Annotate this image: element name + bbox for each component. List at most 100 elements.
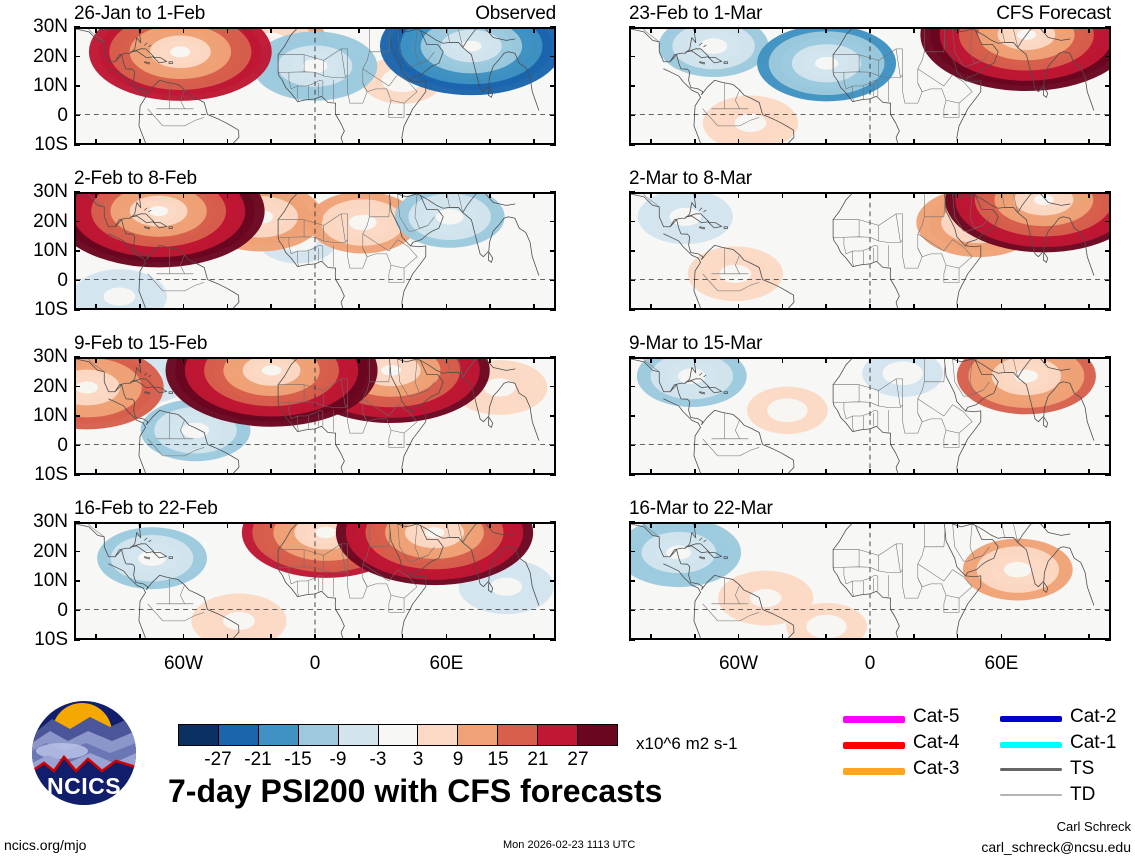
y-tick bbox=[550, 55, 556, 58]
x-tick bbox=[226, 139, 229, 145]
x-tick bbox=[489, 139, 492, 145]
x-tick bbox=[314, 357, 316, 363]
x-tick bbox=[956, 357, 959, 363]
x-tick bbox=[650, 304, 652, 310]
x-tick bbox=[781, 304, 784, 310]
y-tick bbox=[629, 250, 635, 252]
colorbar-units-label: x10^6 m2 s-1 bbox=[636, 734, 738, 753]
y-tick bbox=[629, 279, 635, 282]
x-tick bbox=[1044, 192, 1047, 198]
y-tick bbox=[550, 385, 556, 388]
x-tick bbox=[1088, 304, 1090, 310]
x-tick bbox=[693, 139, 696, 145]
x-tick bbox=[226, 634, 229, 640]
panel-title-obs-3: 9-Feb to 15-Feb bbox=[74, 333, 208, 354]
x-axis-label: 0 bbox=[864, 653, 876, 674]
map-panel-fcst-4[interactable] bbox=[629, 522, 1111, 640]
x-tick bbox=[358, 357, 360, 363]
x-tick bbox=[489, 357, 492, 363]
map-panel-obs-1[interactable] bbox=[74, 27, 556, 145]
colorbar-segment-1 bbox=[217, 725, 258, 745]
x-axis-label: 60E bbox=[429, 653, 464, 674]
legend-label: Cat-3 bbox=[913, 758, 960, 779]
x-tick bbox=[1000, 469, 1003, 475]
y-tick bbox=[550, 521, 556, 523]
x-tick bbox=[956, 27, 959, 33]
legend-swatch-cat-3 bbox=[843, 768, 905, 775]
map-panel-obs-2[interactable] bbox=[74, 192, 556, 310]
x-tick bbox=[401, 304, 404, 310]
colorbar bbox=[178, 724, 618, 746]
x-tick bbox=[1044, 634, 1047, 640]
legend-label: Cat-4 bbox=[913, 732, 960, 753]
x-tick bbox=[825, 139, 827, 145]
y-tick bbox=[550, 474, 556, 476]
x-tick bbox=[693, 27, 696, 33]
x-tick bbox=[533, 304, 535, 310]
colorbar-segment-6 bbox=[417, 725, 458, 745]
x-tick bbox=[138, 357, 141, 363]
y-tick bbox=[550, 550, 556, 553]
colorbar-tick--27: -27 bbox=[204, 749, 232, 770]
y-axis-label: 20N bbox=[33, 210, 68, 232]
x-tick bbox=[869, 139, 871, 145]
x-tick bbox=[182, 304, 185, 310]
y-tick bbox=[1105, 114, 1111, 117]
y-tick bbox=[74, 26, 80, 28]
y-axis-label: 10N bbox=[33, 405, 68, 426]
y-axis-label: 20N bbox=[33, 540, 68, 562]
colorbar-tick-9: 9 bbox=[452, 749, 464, 770]
x-tick bbox=[445, 357, 448, 363]
y-axis-label: 10S bbox=[34, 299, 68, 320]
x-tick bbox=[95, 27, 97, 33]
x-tick bbox=[737, 192, 740, 198]
legend-label: TS bbox=[1070, 758, 1095, 779]
x-tick bbox=[358, 139, 360, 145]
y-tick bbox=[550, 26, 556, 28]
y-axis-label: 10N bbox=[33, 570, 68, 591]
colorbar-segment-4 bbox=[337, 725, 378, 745]
map-panel-fcst-1[interactable] bbox=[629, 27, 1111, 145]
x-tick bbox=[138, 522, 141, 528]
panel-title-fcst-2: 2-Mar to 8-Mar bbox=[629, 168, 752, 189]
x-tick bbox=[737, 522, 740, 528]
y-tick bbox=[629, 85, 635, 87]
x-tick bbox=[693, 522, 696, 528]
map-panel-obs-3[interactable] bbox=[74, 357, 556, 475]
x-tick bbox=[445, 634, 448, 640]
y-tick bbox=[550, 415, 556, 417]
x-tick bbox=[825, 469, 827, 475]
x-tick bbox=[489, 634, 492, 640]
x-tick bbox=[869, 357, 871, 363]
x-tick bbox=[1044, 522, 1047, 528]
author-email[interactable]: carl_schreck@ncsu.edu bbox=[981, 839, 1131, 855]
x-tick bbox=[781, 522, 784, 528]
y-tick bbox=[1105, 550, 1111, 553]
map-panel-obs-4[interactable] bbox=[74, 522, 556, 640]
y-tick bbox=[74, 444, 80, 447]
x-tick bbox=[869, 634, 871, 640]
y-tick bbox=[1105, 474, 1111, 476]
y-tick bbox=[629, 521, 635, 523]
y-tick bbox=[629, 114, 635, 117]
map-panel-fcst-3[interactable] bbox=[629, 357, 1111, 475]
x-tick bbox=[737, 139, 740, 145]
x-tick bbox=[956, 634, 959, 640]
legend-swatch-cat-5 bbox=[843, 716, 905, 723]
map-panel-fcst-2[interactable] bbox=[629, 192, 1111, 310]
site-url[interactable]: ncics.org/mjo bbox=[4, 837, 87, 853]
y-tick bbox=[1105, 220, 1111, 223]
x-tick bbox=[1044, 357, 1047, 363]
legend-label: Cat-1 bbox=[1070, 732, 1117, 753]
y-tick bbox=[550, 444, 556, 447]
x-tick bbox=[95, 139, 97, 145]
x-tick bbox=[825, 304, 827, 310]
y-axis-label: 20N bbox=[33, 45, 68, 67]
panel-title-obs-4: 16-Feb to 22-Feb bbox=[74, 498, 218, 519]
y-tick bbox=[74, 114, 80, 117]
logo-text: NCICS bbox=[47, 773, 121, 799]
x-tick bbox=[693, 634, 696, 640]
y-axis-label: 30N bbox=[33, 181, 68, 202]
y-tick bbox=[629, 474, 635, 476]
y-tick bbox=[629, 26, 635, 28]
